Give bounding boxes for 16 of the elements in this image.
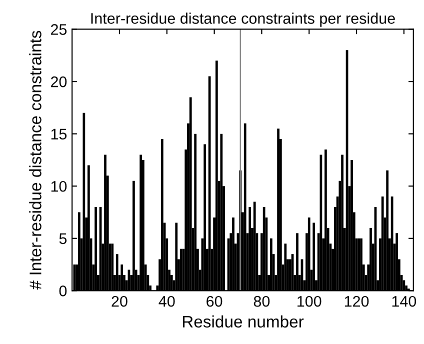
y-tick-label: 15 [51,128,67,140]
y-tick-label: 5 [59,233,67,244]
x-tick-label: 40 [158,296,175,307]
x-tick-label: 100 [298,296,322,307]
x-tick-label: 140 [392,296,416,307]
y-tick-label: 0 [59,286,67,296]
x-tick-label: 60 [206,296,222,307]
y-tick-label: 25 [50,24,67,35]
y-tick-label: 10 [51,180,67,192]
x-axis-title: Residue number [182,315,304,328]
chart-title: Inter-residue distance constraints per residue [91,12,395,27]
y-tick-label: 20 [50,76,67,88]
x-tick-label: 20 [112,296,128,307]
x-tick-label: 80 [254,296,270,307]
y-axis-title: # Inter-residue distance constraints [29,30,42,290]
x-tick-label: 120 [344,296,369,307]
